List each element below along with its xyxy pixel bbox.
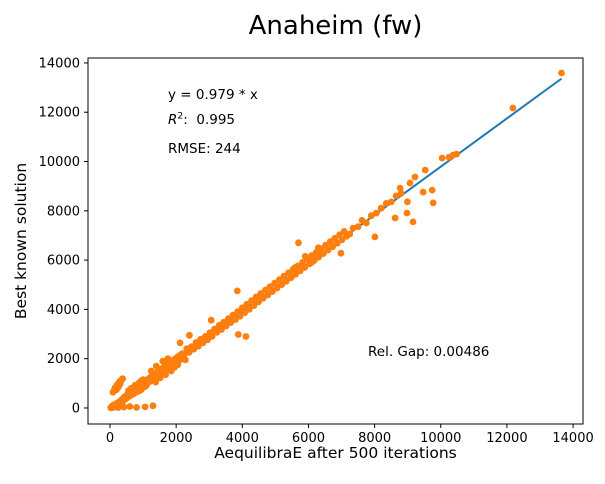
annotation-rmse: RMSE: 244: [168, 141, 241, 157]
r-squared-symbol: R: [168, 112, 178, 128]
r-squared-exponent: 2: [177, 110, 184, 122]
x-tick-label: 2000: [160, 431, 193, 446]
x-tick-label: 8000: [358, 431, 391, 446]
chart-title: Anaheim (fw): [248, 11, 423, 41]
y-tick-label: 0: [72, 401, 80, 416]
y-axis-label: Best known solution: [12, 162, 30, 320]
x-axis-label: AequilibraE after 500 iterations: [214, 444, 457, 462]
r-squared-value: : 0.995: [183, 112, 236, 128]
axes-frame: [87, 57, 584, 425]
y-tick-label: 14000: [39, 56, 80, 71]
x-tick-label: 4000: [226, 431, 259, 446]
y-tick-label: 12000: [39, 106, 80, 121]
y-tick-label: 8000: [47, 204, 80, 219]
x-tick-label: 0: [106, 431, 114, 446]
x-tick-label: 10000: [420, 431, 461, 446]
annotation-r-squared: R2: 0.995: [168, 110, 236, 128]
y-tick-label: 10000: [39, 155, 80, 170]
y-tick-label: 2000: [47, 352, 80, 367]
x-tick-label: 12000: [486, 431, 527, 446]
y-axis-ticks: 0 2000 4000 6000 8000 10000 12000 14000: [39, 56, 88, 416]
y-tick-label: 6000: [47, 254, 80, 269]
x-axis-ticks: 0 2000 4000 6000 8000 10000 12000 14000: [106, 424, 594, 446]
y-tick-label: 4000: [47, 303, 80, 318]
annotation-fit-equation: y = 0.979 * x: [168, 87, 258, 103]
x-tick-label: 6000: [292, 431, 325, 446]
data-points: [107, 69, 565, 412]
annotation-rel-gap: Rel. Gap: 0.00486: [368, 344, 490, 360]
x-tick-label: 14000: [552, 431, 593, 446]
